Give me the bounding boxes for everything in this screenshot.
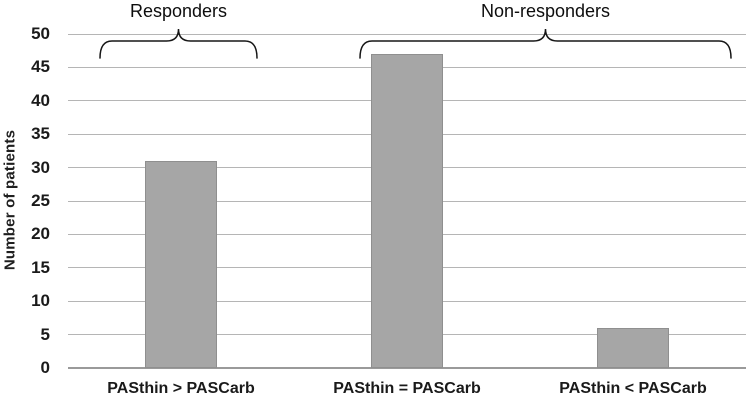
y-tick-label: 45: [31, 57, 50, 77]
y-tick-label: 20: [31, 224, 50, 244]
gridline-y-50: [68, 33, 746, 35]
y-tick-label: 30: [31, 157, 50, 177]
bar-2: [597, 327, 669, 368]
annotation-label-1: Non-responders: [480, 1, 611, 21]
y-tick-label: 40: [31, 90, 50, 110]
y-tick-label: 50: [31, 24, 50, 43]
y-tick-label: 35: [31, 124, 50, 144]
gridline-y-0: [68, 367, 746, 369]
bar-0: [145, 160, 217, 368]
bar-1: [371, 54, 443, 368]
annotation-label-0: Responders: [129, 1, 228, 21]
y-tick-label: 10: [31, 291, 50, 311]
x-category-label-2: PASthin < PASCarb: [559, 380, 707, 397]
x-category-label-1: PASthin = PASCarb: [333, 380, 481, 397]
y-tick-label: 15: [31, 257, 50, 277]
y-tick-label: 0: [40, 358, 50, 377]
y-tick-label: 5: [40, 324, 50, 344]
x-category-label-0: PASthin > PASCarb: [107, 380, 255, 397]
y-tick-label: 25: [31, 191, 50, 210]
